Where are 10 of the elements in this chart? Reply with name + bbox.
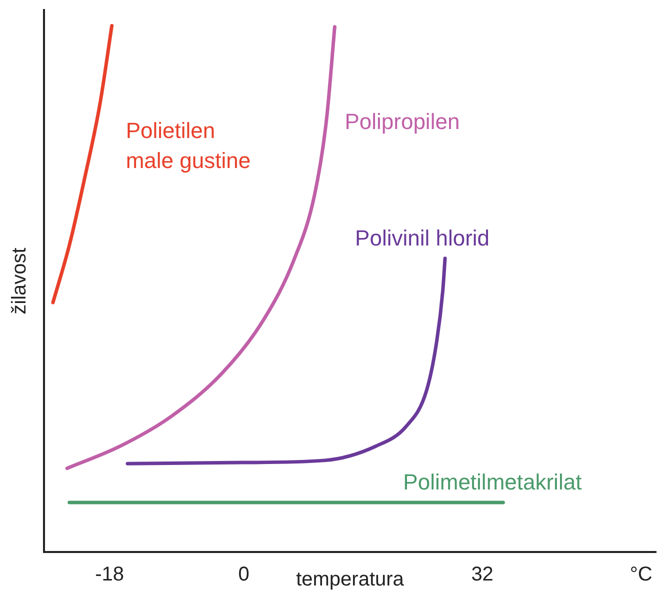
series-label: Polipropilen [344, 108, 460, 134]
x-tick-label: °C [630, 564, 652, 586]
x-axis-title: temperatura [296, 568, 405, 591]
series-label: Polimetilmetakrilat [403, 470, 582, 495]
x-tick-label: -18 [95, 564, 124, 586]
y-axis-title: žilavost [8, 247, 31, 314]
x-tick-label: 0 [238, 564, 250, 586]
series-label: Polietilen male gustine [126, 118, 251, 173]
x-tick-label: 32 [471, 564, 494, 586]
series-label: Polivinil hlorid [355, 225, 490, 250]
